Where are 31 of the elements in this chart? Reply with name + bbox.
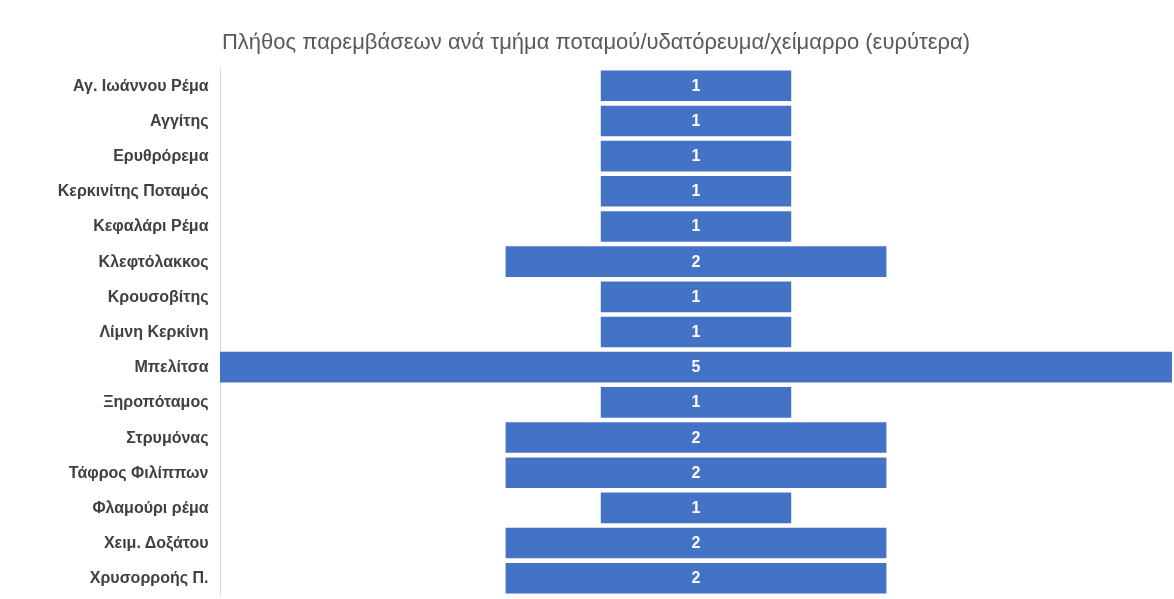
category-label: Λίμνη Κερκίνη [99, 323, 209, 340]
category-label: Χειμ. Δοξάτου [103, 534, 209, 553]
data-label: 2 [691, 463, 701, 481]
category-label: Κεφαλάρι Ρέμα [93, 217, 209, 235]
category-label: Μπελίτσα [134, 358, 209, 376]
category-label: Στρυμόνας [126, 428, 209, 447]
data-label: 2 [691, 252, 701, 270]
data-label: 2 [691, 534, 701, 552]
category-label: Ερυθρόρεμα [113, 147, 209, 165]
data-label: 1 [691, 147, 701, 165]
category-label: Φλαμούρι ρέμα [92, 498, 209, 516]
data-label: 1 [691, 76, 701, 94]
text: Πλήθος παρεμβάσεων ανά τμήμα ποταμού/υδατόρευμα/χείμαρρο (ευρύτερα) [221, 29, 971, 54]
category-label: Αγγίτης [150, 111, 209, 130]
data-label: 1 [691, 498, 701, 516]
data-label: 5 [691, 358, 701, 376]
category-label: Χρυσορροής Π. [89, 569, 209, 588]
data-label: 2 [691, 428, 701, 446]
data-label: 1 [691, 217, 701, 235]
category-label: Κρουσοβίτης [107, 287, 209, 306]
category-label: Ξηροπόταμος [103, 393, 209, 412]
data-label: 1 [691, 323, 701, 340]
data-label: 1 [691, 287, 701, 305]
category-label: Τάφρος Φιλίππων [68, 463, 209, 482]
data-label: 2 [691, 569, 701, 587]
category-label: Κερκινίτης Ποταμός [57, 182, 209, 201]
category-label: Αγ. Ιωάννου Ρέμα [73, 76, 209, 94]
data-label: 1 [691, 182, 701, 200]
data-label: 1 [691, 393, 701, 411]
data-label: 1 [691, 111, 701, 129]
category-label: Κλεφτόλακκος [98, 252, 209, 271]
